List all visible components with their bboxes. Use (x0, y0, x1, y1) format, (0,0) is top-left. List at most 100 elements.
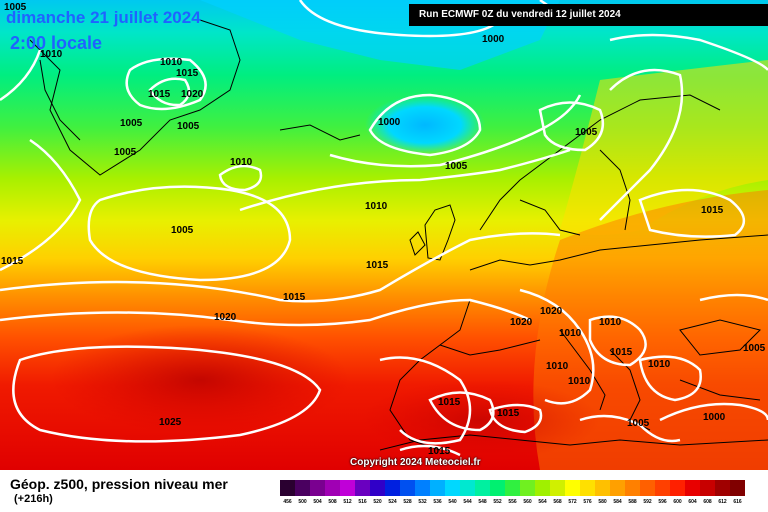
isobar-label-1015-mediterranean: 1015 (497, 408, 520, 419)
color-scale-swatch (370, 480, 385, 496)
isobar-label-1015-russia: 1015 (701, 205, 724, 216)
color-scale-label: 608 (703, 499, 712, 505)
color-scale-swatch (385, 480, 400, 496)
color-scale-label: 616 (733, 499, 742, 505)
valid-time-title: 2:00 locale (10, 33, 103, 53)
isobar-label-1010-atlantic-n: 1010 (230, 157, 253, 168)
color-scale-label: 584 (613, 499, 622, 505)
color-scale-label: 596 (658, 499, 667, 505)
geopotential-field (0, 0, 768, 470)
color-scale-swatch (430, 480, 445, 496)
isobar-label-1005-norwegian-sea: 1005 (445, 161, 468, 172)
color-scale-label: 548 (478, 499, 487, 505)
color-scale-swatch (655, 480, 670, 496)
forecast-map: 1005 1010 1010 1015 1015 1020 1005 1005 … (0, 0, 768, 470)
color-scale-swatch (535, 480, 550, 496)
color-scale-label: 560 (523, 499, 532, 505)
color-scale-label: 552 (493, 499, 502, 505)
isobar-label-1015-uk: 1015 (366, 260, 389, 271)
color-scale-swatch (625, 480, 640, 496)
color-scale-label: 508 (328, 499, 337, 505)
isobar-label-1010-balkans-n: 1010 (599, 317, 622, 328)
color-scale-swatch (310, 480, 325, 496)
isobar-label-1010-greenland-c: 1010 (160, 57, 183, 68)
color-scale-swatch (580, 480, 595, 496)
color-scale-label: 540 (448, 499, 457, 505)
isobar-label-1005-greenland-se: 1005 (177, 121, 200, 132)
color-scale-label: 576 (583, 499, 592, 505)
isobar-label-1015-greenland-s: 1015 (148, 89, 171, 100)
isobar-label-1005-greenland-s: 1005 (114, 147, 137, 158)
color-scale-swatch (730, 480, 745, 496)
isobar-label-1015-iberia: 1015 (438, 397, 461, 408)
color-scale-swatch (715, 480, 730, 496)
color-scale-label: 588 (628, 499, 637, 505)
isobar-label-1015-north-africa: 1015 (428, 446, 451, 457)
color-scale-label: 612 (718, 499, 727, 505)
isobar-label-1005-atlantic-w: 1005 (171, 225, 194, 236)
color-scale-label: 516 (358, 499, 367, 505)
color-scale-label: 604 (688, 499, 697, 505)
isobar-label-1025-azores: 1025 (159, 417, 182, 428)
isobar-label-1015-greenland-c: 1015 (176, 68, 199, 79)
isobar-label-1020-france: 1020 (510, 317, 533, 328)
color-scale-label: 500 (298, 499, 307, 505)
color-scale-swatch (565, 480, 580, 496)
color-scale-label: 592 (643, 499, 652, 505)
isobar-label-1010-italy-b: 1010 (568, 376, 591, 387)
isobar-label-1005-greenland-sw: 1005 (120, 118, 143, 129)
color-scale-label: 556 (508, 499, 517, 505)
color-scale (280, 480, 745, 496)
isobar-label-1015-mid-atlantic: 1015 (283, 292, 306, 303)
isobar-label-1010-north-atlantic: 1010 (365, 201, 388, 212)
color-scale-label: 532 (418, 499, 427, 505)
color-scale-swatch (520, 480, 535, 496)
forecast-lead-time: (+216h) (14, 493, 53, 505)
color-scale-label: 504 (313, 499, 322, 505)
copyright-notice: Copyright 2024 Meteociel.fr (350, 457, 481, 468)
color-scale-label: 528 (403, 499, 412, 505)
color-scale-swatch (415, 480, 430, 496)
color-scale-label: 568 (553, 499, 562, 505)
isobar-label-1010-alps: 1010 (559, 328, 582, 339)
legend-footer: Géop. z500, pression niveau mer (+216h) … (0, 470, 768, 512)
color-scale-swatch (595, 480, 610, 496)
color-scale-label: 572 (568, 499, 577, 505)
color-scale-swatch (685, 480, 700, 496)
color-scale-label: 580 (598, 499, 607, 505)
color-scale-swatch (640, 480, 655, 496)
isobar-label-1020-france-n: 1020 (540, 306, 563, 317)
color-scale-label: 456 (283, 499, 292, 505)
color-scale-swatch (670, 480, 685, 496)
color-scale-swatch (340, 480, 355, 496)
color-scale-swatch (610, 480, 625, 496)
isobar-label-1005-aegean: 1005 (627, 418, 650, 429)
isobar-label-1015-adriatic: 1015 (610, 347, 633, 358)
color-scale-swatch (505, 480, 520, 496)
color-scale-label: 520 (373, 499, 382, 505)
color-scale-swatch (475, 480, 490, 496)
isobar-label-1005-scandinavia: 1005 (575, 127, 598, 138)
isobar-label-1000-turkey: 1000 (703, 412, 726, 423)
isobar-label-1020-atlantic: 1020 (214, 312, 237, 323)
isobar-label-1005-ukraine: 1005 (743, 343, 766, 354)
color-scale-label: 524 (388, 499, 397, 505)
color-scale-label: 600 (673, 499, 682, 505)
color-scale-labels: 456 500 504 508 512 516 520 524 528 532 536 540 544 5… (280, 499, 745, 505)
run-info-banner: Run ECMWF 0Z du vendredi 12 juillet 2024 (409, 4, 768, 26)
color-scale-swatch (355, 480, 370, 496)
color-scale-swatch (445, 480, 460, 496)
color-scale-swatch (460, 480, 475, 496)
color-scale-label: 512 (343, 499, 352, 505)
isobar-label-1010-greenland-w: 1010 (40, 49, 63, 60)
isobar-label-1010-italy-a: 1010 (546, 361, 569, 372)
color-scale-swatch (550, 480, 565, 496)
color-scale-label: 536 (433, 499, 442, 505)
isobars (0, 0, 768, 455)
valid-date-title: dimanche 21 juillet 2024 (6, 8, 201, 27)
color-scale-swatch (280, 480, 295, 496)
isobar-label-1015-west-edge: 1015 (1, 256, 24, 267)
color-scale-label: 564 (538, 499, 547, 505)
isobar-label-1000-iceland-n: 1000 (482, 34, 505, 45)
isobar-label-1000-iceland-low: 1000 (378, 117, 401, 128)
